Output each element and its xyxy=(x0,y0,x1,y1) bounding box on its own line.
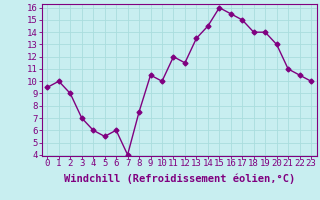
X-axis label: Windchill (Refroidissement éolien,°C): Windchill (Refroidissement éolien,°C) xyxy=(64,173,295,184)
